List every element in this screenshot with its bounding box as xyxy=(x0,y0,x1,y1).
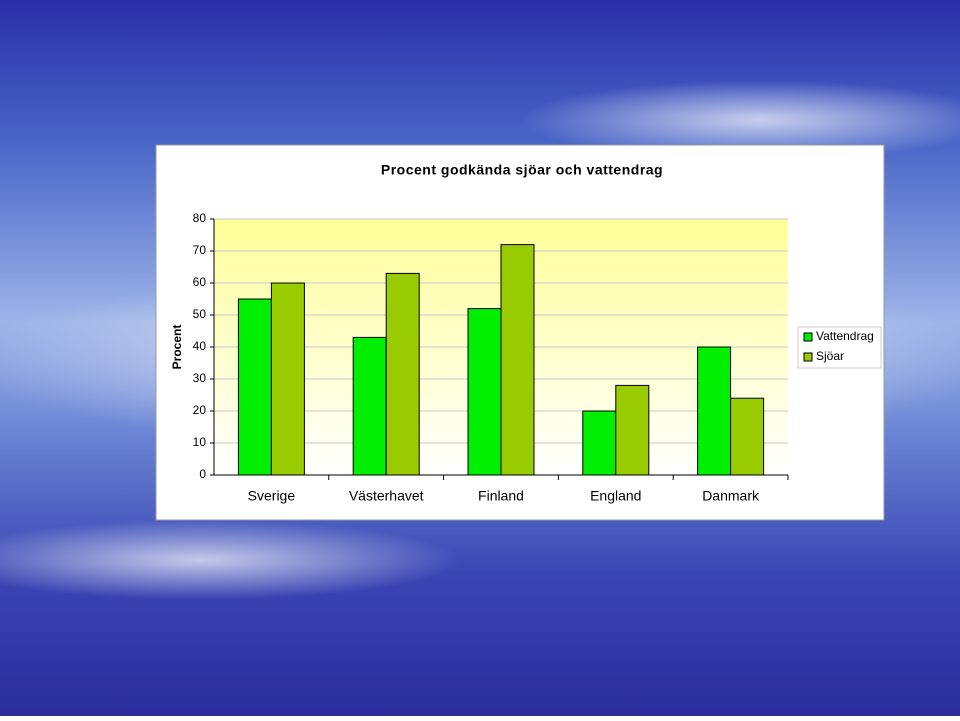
x-tick-label: Västerhavet xyxy=(349,488,424,504)
y-tick-label: 60 xyxy=(193,275,207,289)
bar xyxy=(237,298,272,476)
y-tick-label: 10 xyxy=(193,435,207,449)
x-tick-label: England xyxy=(590,488,641,504)
legend-label: Sjöar xyxy=(816,349,844,363)
x-tick-label: Sverige xyxy=(248,488,296,504)
y-tick-label: 80 xyxy=(193,211,207,225)
bar xyxy=(385,272,420,476)
y-tick-label: 20 xyxy=(193,403,207,417)
y-axis-label: Procent xyxy=(170,325,184,370)
bar xyxy=(697,346,732,476)
cloud xyxy=(0,520,460,600)
bar xyxy=(467,308,502,476)
y-tick-label: 0 xyxy=(199,467,206,481)
x-tick-label: Finland xyxy=(478,488,524,504)
bar xyxy=(500,244,535,476)
y-tick-label: 30 xyxy=(193,371,207,385)
y-tick-label: 40 xyxy=(193,339,207,353)
legend-swatch xyxy=(803,352,813,362)
legend-label: Vattendrag xyxy=(816,329,874,343)
bar xyxy=(582,410,617,476)
y-tick-label: 50 xyxy=(193,307,207,321)
legend-swatch xyxy=(803,332,813,342)
bar xyxy=(270,282,305,476)
x-tick-label: Danmark xyxy=(702,488,760,504)
bar xyxy=(352,336,387,476)
y-tick-label: 70 xyxy=(193,243,207,257)
bar xyxy=(615,384,650,476)
cloud xyxy=(520,80,960,160)
chart-title: Procent godkända sjöar och vattendrag xyxy=(381,162,663,178)
bar xyxy=(730,397,765,476)
